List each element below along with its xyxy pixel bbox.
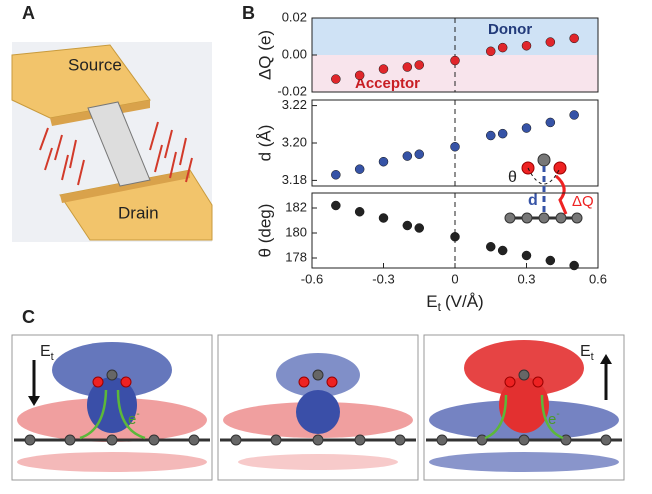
x-axis-subscript: t <box>438 300 442 314</box>
data-point <box>354 70 365 81</box>
field-subscript: t <box>51 351 54 363</box>
electron-label: e- <box>128 409 140 428</box>
annotation: Donor <box>488 21 532 38</box>
data-point <box>450 141 460 152</box>
data-point <box>569 260 579 271</box>
data-point <box>521 250 532 261</box>
data-point <box>378 64 389 74</box>
data-point <box>545 37 556 47</box>
data-point <box>521 41 532 51</box>
inset-atom <box>537 153 551 167</box>
data-point <box>354 164 365 174</box>
data-point <box>414 149 424 159</box>
data-point <box>545 255 556 266</box>
field-subscript: t <box>591 351 594 363</box>
inset-label: θ <box>508 169 517 186</box>
field-label: Et <box>40 343 54 363</box>
inset-atom <box>504 212 516 224</box>
data-point <box>486 130 496 141</box>
data-point <box>450 232 460 242</box>
y-tick-label: 178 <box>285 249 307 264</box>
data-point <box>331 74 341 84</box>
panel-label: C <box>22 307 35 327</box>
data-point <box>402 62 413 72</box>
device-illustration <box>11 42 213 242</box>
charts: Donor Acceptor -0.02 0.00 0.02 ΔQ (e) 3.18 3.20… <box>255 9 607 314</box>
panel-label: B <box>242 3 255 23</box>
y-tick-label: 3.18 <box>282 172 307 187</box>
x-axis-label: Et (V/Å) <box>426 292 483 314</box>
data-point <box>402 151 413 161</box>
data-point <box>450 55 460 66</box>
y-axis-label: θ (deg) <box>255 204 274 258</box>
data-point <box>414 223 424 233</box>
y-axis-label: ΔQ (e) <box>255 30 274 80</box>
inset-atom <box>555 212 567 224</box>
data-point <box>569 110 579 120</box>
y-tick-label: -0.02 <box>277 83 307 98</box>
molecule-inset: θd ΔQ <box>504 153 594 224</box>
inset-label: ΔQ <box>572 193 594 210</box>
data-point <box>486 242 496 252</box>
annotation: Acceptor <box>355 75 420 92</box>
y-tick-label: 182 <box>285 199 307 214</box>
x-axis-symbol: E <box>426 292 437 311</box>
inset-atom <box>553 161 567 175</box>
y-tick-label: 0.02 <box>282 9 307 24</box>
x-axis-unit: (V/Å) <box>445 292 484 311</box>
x-tick-label: 0.3 <box>517 271 535 286</box>
data-point <box>378 213 389 223</box>
data-point <box>497 128 508 139</box>
data-point <box>521 123 532 133</box>
inset-label: d <box>528 192 538 209</box>
data-point <box>414 60 424 70</box>
x-tick-label: 0.6 <box>589 271 607 286</box>
electron-symbol: e <box>128 411 136 428</box>
field-symbol: E <box>40 343 51 360</box>
y-tick-label: 0.00 <box>282 46 307 61</box>
y-tick-label: 180 <box>285 224 307 239</box>
electron-label: e- <box>548 409 560 428</box>
x-tick-label: -0.6 <box>301 271 323 286</box>
y-axis-label: d (Å) <box>255 125 274 162</box>
data-point <box>331 170 341 180</box>
data-point <box>402 220 413 231</box>
source-label: Source <box>68 55 122 74</box>
data-point <box>545 117 556 128</box>
x-tick-label: -0.3 <box>372 271 394 286</box>
panel-label: A <box>22 3 35 23</box>
inset-transfer <box>554 174 568 215</box>
data-point <box>331 200 341 211</box>
inset-atom <box>571 212 583 224</box>
data-point <box>497 245 508 256</box>
field-symbol: E <box>580 343 591 360</box>
data-point <box>569 33 579 44</box>
inset-atom <box>521 212 533 224</box>
data-point <box>378 156 389 167</box>
electron-sign: - <box>136 409 139 420</box>
y-tick-label: 3.22 <box>282 97 307 112</box>
inset-atom <box>538 212 550 224</box>
data-point <box>354 207 365 217</box>
drain-label: Drain <box>118 203 159 222</box>
data-point <box>486 46 496 57</box>
x-tick-label: 0 <box>451 271 458 286</box>
electron-sign: - <box>556 409 559 420</box>
electron-symbol: e <box>548 411 556 428</box>
y-tick-label: 3.20 <box>282 134 307 149</box>
field-label: Et <box>580 343 594 363</box>
charge-density-maps <box>11 334 625 481</box>
data-point <box>497 42 508 53</box>
